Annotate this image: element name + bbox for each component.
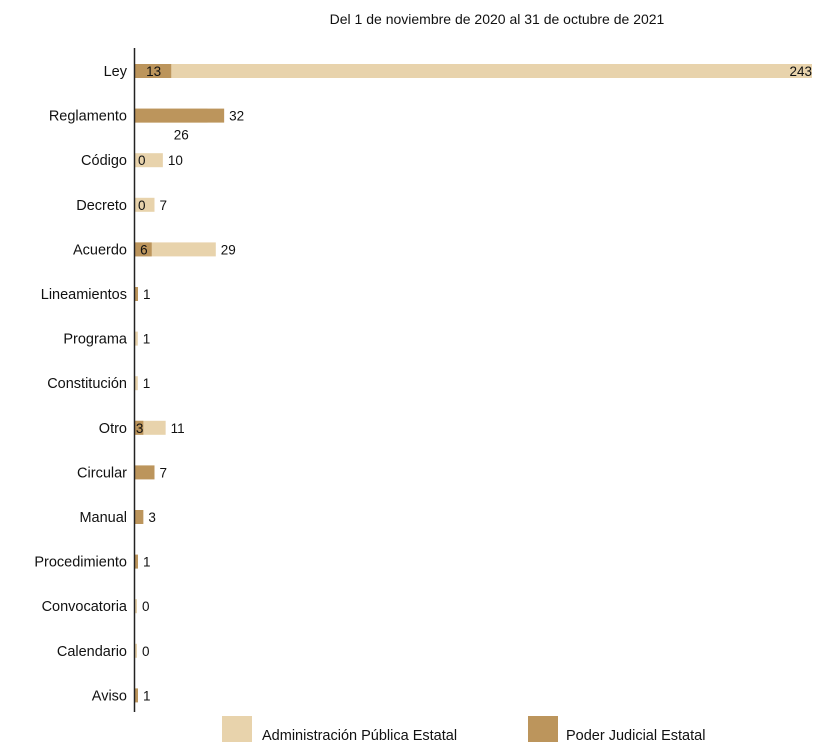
value-label-convocatoria: 0 xyxy=(142,599,150,614)
bar-administracion-convocatoria xyxy=(135,599,137,614)
value-label-inner-ley: 13 xyxy=(146,64,161,79)
value-label-lineamientos: 1 xyxy=(143,287,151,302)
value-label-decreto: 7 xyxy=(160,198,168,213)
value-label-circular: 7 xyxy=(160,465,168,480)
category-label-aviso: Aviso xyxy=(92,688,127,704)
bar-administracion-codigo xyxy=(135,153,163,168)
category-label-reglamento: Reglamento xyxy=(49,109,127,125)
value-label-constitucion: 1 xyxy=(143,376,151,391)
legend-swatch-poder-judicial xyxy=(528,716,558,742)
value-label-inner-decreto: 0 xyxy=(138,198,146,213)
value-label-inner-otro: 3 xyxy=(136,421,144,436)
value-label-inner-codigo: 0 xyxy=(138,153,146,168)
bar-administracion-decreto xyxy=(135,197,155,212)
bar-poder-judicial-otro xyxy=(135,420,144,435)
bar-administracion-programa xyxy=(135,331,138,346)
legend: Administración Pública Estatal Poder Jud… xyxy=(222,716,705,742)
legend-label-poder-judicial: Poder Judicial Estatal xyxy=(566,728,705,742)
bar-administracion-acuerdo xyxy=(135,242,216,257)
category-label-acuerdo: Acuerdo xyxy=(73,242,127,258)
bar-poder-judicial-ley xyxy=(135,64,172,78)
category-label-programa: Programa xyxy=(63,332,128,348)
bar-poder-judicial-reglamento xyxy=(135,108,225,123)
bar-administracion-calendario xyxy=(135,643,137,658)
category-label-ley: Ley xyxy=(104,64,128,80)
category-label-lineamientos: Lineamientos xyxy=(41,287,127,303)
bar-poder-judicial-aviso xyxy=(135,688,138,703)
bar-administracion-constitucion xyxy=(135,376,138,391)
category-label-manual: Manual xyxy=(79,510,127,526)
bar-poder-judicial-procedimiento xyxy=(135,554,138,569)
value-label-acuerdo: 29 xyxy=(221,242,236,257)
value-label-procedimiento: 1 xyxy=(143,555,151,570)
value-label-ley: 243 xyxy=(789,64,812,79)
bar-poder-judicial-manual xyxy=(135,510,144,524)
category-label-otro: Otro xyxy=(99,421,127,437)
value-label-otro: 11 xyxy=(171,421,185,436)
category-label-circular: Circular xyxy=(77,465,127,481)
bar-poder-judicial-lineamientos xyxy=(135,287,138,301)
value-label-codigo: 10 xyxy=(168,153,183,168)
category-label-decreto: Decreto xyxy=(76,198,127,214)
category-label-codigo: Código xyxy=(81,153,127,169)
value-label-reglamento: 32 xyxy=(229,109,244,124)
category-labels: Ley Reglamento Código Decreto Acuerdo Lineami… xyxy=(34,64,128,704)
value-label-manual: 3 xyxy=(148,510,156,525)
value-label-programa: 1 xyxy=(143,332,151,347)
value-label-calendario: 0 xyxy=(142,644,150,659)
bar-poder-judicial-circular xyxy=(135,465,155,480)
category-label-calendario: Calendario xyxy=(57,644,127,660)
bar-poder-judicial-acuerdo xyxy=(135,242,152,257)
value-label-inner-acuerdo: 6 xyxy=(140,242,148,257)
category-label-procedimiento: Procedimiento xyxy=(34,555,127,571)
chart-subtitle: Del 1 de noviembre de 2020 al 31 de octu… xyxy=(330,11,665,27)
bars-layer xyxy=(135,64,812,703)
value-label-aviso: 1 xyxy=(143,688,151,703)
legend-label-administracion: Administración Pública Estatal xyxy=(262,728,457,742)
legend-swatch-administracion xyxy=(222,716,252,742)
value-label-secondary-reglamento: 26 xyxy=(174,128,189,143)
bar-administracion-ley xyxy=(135,64,812,78)
category-label-constitucion: Constitución xyxy=(47,376,127,392)
category-label-convocatoria: Convocatoria xyxy=(42,599,128,615)
